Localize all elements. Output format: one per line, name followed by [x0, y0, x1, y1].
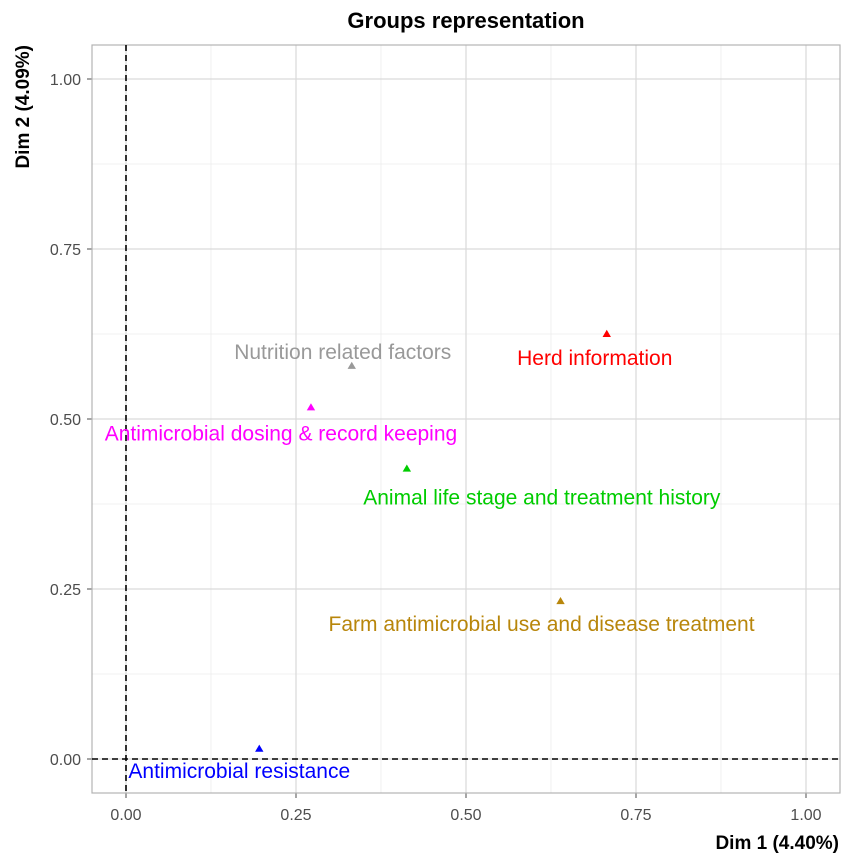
x-tick-label: 0.00: [110, 807, 141, 824]
x-tick-label: 0.50: [450, 807, 481, 824]
point-marker: [255, 744, 264, 752]
point-marker: [602, 329, 611, 337]
y-tick-label: 0.25: [50, 582, 81, 599]
y-tick-label: 0.50: [50, 412, 81, 429]
point-marker: [347, 361, 356, 369]
point-label: Herd information: [517, 347, 672, 370]
point-marker: [556, 597, 565, 605]
chart-title: Groups representation: [347, 8, 584, 33]
point-label: Antimicrobial dosing & record keeping: [105, 422, 458, 445]
x-tick-label: 1.00: [790, 807, 821, 824]
x-tick-label: 0.25: [280, 807, 311, 824]
point-label: Antimicrobial resistance: [128, 760, 350, 783]
point-label: Farm antimicrobial use and disease treat…: [329, 613, 755, 636]
point-marker: [402, 464, 412, 472]
y-tick-label: 1.00: [50, 72, 81, 89]
panel-border: [91, 44, 841, 794]
data-points: Nutrition related factors Herd informatio…: [105, 329, 755, 783]
y-tick-label: 0.75: [50, 242, 81, 259]
point-label: Nutrition related factors: [234, 341, 451, 364]
point-marker: [306, 403, 316, 411]
y-tick-label: 0.00: [50, 752, 81, 769]
axes: 0.00 0.25 0.50 0.75 1.00 0.00 0.25 0.50 0.75 1.00: [50, 44, 841, 824]
x-tick-label: 0.75: [620, 807, 651, 824]
x-axis-title: Dim 1 (4.40%): [715, 833, 839, 854]
point-label: Animal life stage and treatment history: [363, 487, 721, 510]
y-axis-title: Dim 2 (4.09%): [13, 45, 34, 169]
grid: [92, 45, 840, 793]
